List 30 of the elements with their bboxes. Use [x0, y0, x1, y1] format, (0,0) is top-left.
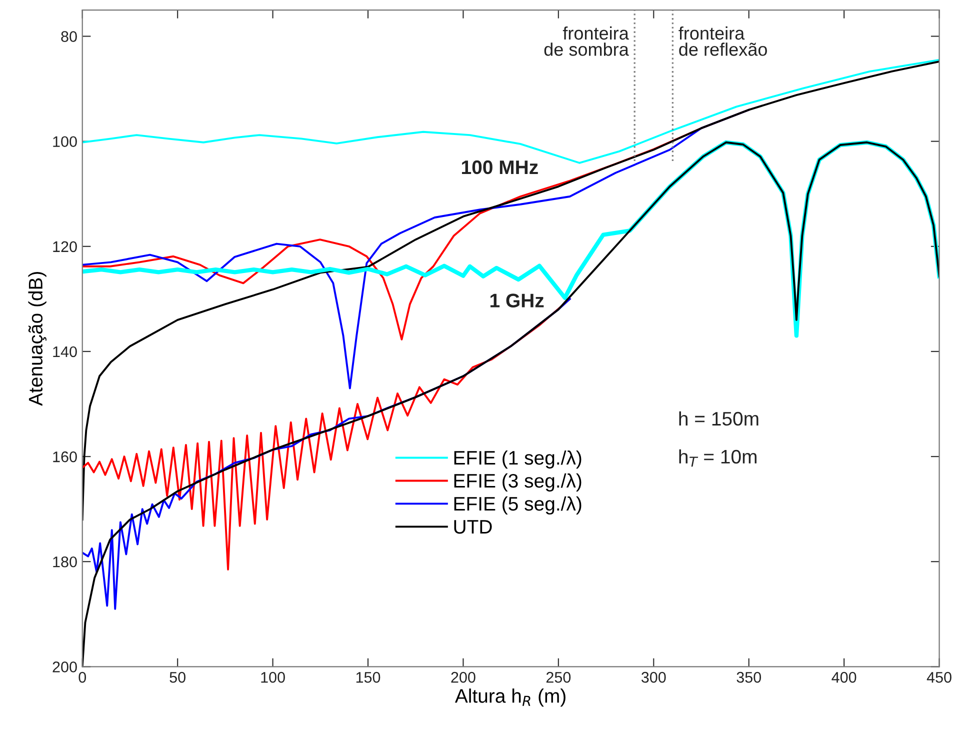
x-tick-label: 150 — [356, 672, 380, 683]
legend-label: EFIE (3 seg./λ) — [454, 473, 582, 492]
annotation: 100 MHz — [462, 160, 538, 174]
x-tick-label: 400 — [832, 672, 856, 683]
x-tick-label: 450 — [926, 672, 952, 683]
annotation: 1 GHz — [490, 294, 544, 308]
legend-label: UTD — [454, 520, 492, 534]
x-tick-label: 300 — [641, 672, 666, 683]
y-tick-label: 100 — [53, 136, 77, 148]
legend-label: EFIE (5 seg./λ) — [454, 496, 582, 515]
y-tick-label: 160 — [53, 451, 77, 462]
y-tick-label: 80 — [61, 31, 77, 42]
y-axis-title: Atenuação (dB) — [28, 272, 46, 406]
annotation: h = 150m — [679, 411, 758, 426]
legend-label: EFIE (1 seg./λ) — [454, 450, 582, 469]
x-tick-label: 0 — [78, 672, 86, 683]
x-tick-label: 200 — [451, 672, 476, 683]
x-tick-label: 50 — [170, 672, 186, 683]
ref-line-label: fronteira de reflexão — [678, 26, 767, 56]
x-tick-label: 100 — [261, 672, 285, 683]
x-tick-label: 350 — [736, 672, 762, 683]
x-axis-title: Altura h$_{R}$ (m) — [454, 688, 566, 707]
ref-line-label: fronteira de sombra — [544, 26, 629, 56]
annotation: h$_{T}$ = 10m — [679, 449, 756, 467]
line-series — [82, 60, 940, 521]
y-tick-label: 200 — [52, 662, 77, 672]
y-tick-label: 120 — [53, 241, 77, 252]
y-tick-label: 180 — [53, 556, 77, 568]
x-tick-label: 250 — [546, 672, 571, 683]
y-tick-label: 140 — [53, 346, 77, 358]
